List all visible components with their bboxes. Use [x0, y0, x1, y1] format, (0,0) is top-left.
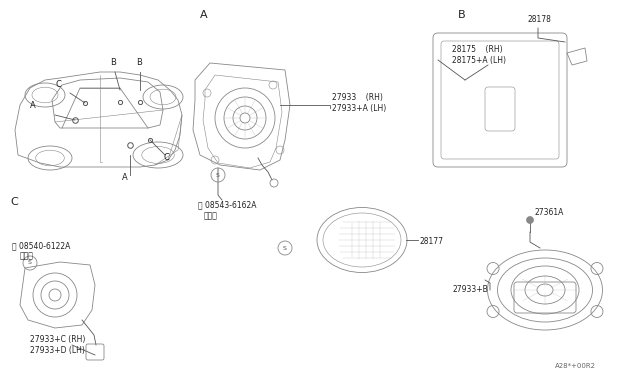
Text: C: C	[163, 153, 169, 162]
Text: C: C	[10, 197, 18, 207]
Text: A: A	[200, 10, 207, 20]
Text: 27933+D (LH): 27933+D (LH)	[30, 346, 85, 355]
Text: 27361A: 27361A	[535, 208, 564, 217]
Text: 28175    (RH): 28175 (RH)	[452, 45, 502, 54]
Text: A: A	[122, 173, 128, 182]
Text: （８）: （８）	[204, 211, 218, 220]
Text: 28177: 28177	[420, 237, 444, 246]
Text: 27933+A (LH): 27933+A (LH)	[332, 104, 387, 113]
Text: 27933+B: 27933+B	[453, 285, 489, 294]
Text: 28175+A (LH): 28175+A (LH)	[452, 56, 506, 65]
Text: Ⓢ 08540-6122A: Ⓢ 08540-6122A	[12, 241, 70, 250]
Text: （２）: （２）	[20, 251, 34, 260]
Text: B: B	[136, 58, 142, 67]
Text: 27933    (RH): 27933 (RH)	[332, 93, 383, 102]
Text: 28178: 28178	[528, 15, 552, 24]
Text: C: C	[55, 80, 61, 89]
Circle shape	[527, 217, 534, 224]
Text: A28*+00R2: A28*+00R2	[555, 363, 596, 369]
Text: Ⓢ 08543-6162A: Ⓢ 08543-6162A	[198, 200, 257, 209]
Text: S: S	[283, 246, 287, 250]
Text: B: B	[458, 10, 466, 20]
Text: S: S	[216, 173, 220, 177]
Text: B: B	[110, 58, 116, 67]
Text: S: S	[28, 260, 32, 266]
Text: 27933+C (RH): 27933+C (RH)	[30, 335, 85, 344]
Text: A: A	[30, 101, 36, 110]
